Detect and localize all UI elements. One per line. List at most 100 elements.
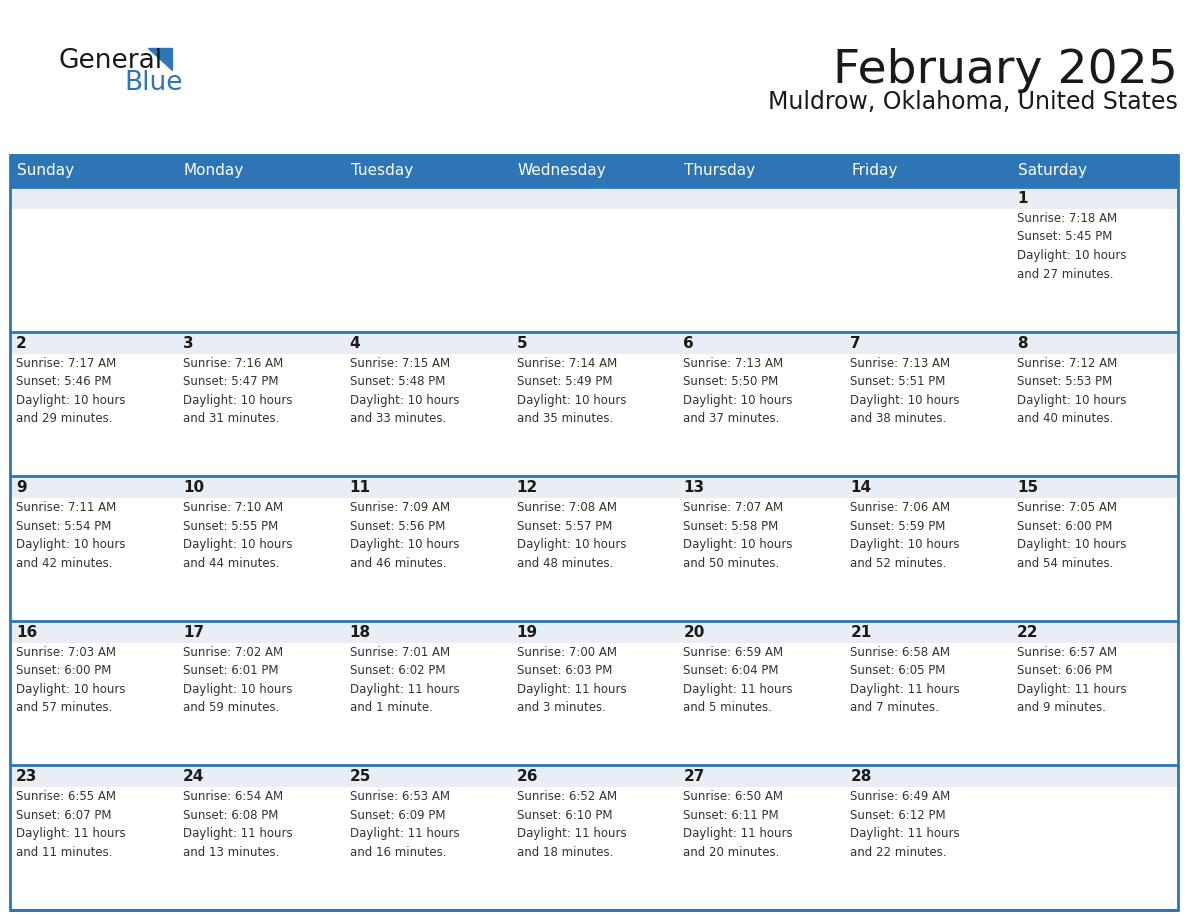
Bar [10, 331, 177, 353]
Bar [677, 476, 845, 621]
Bar [10, 187, 177, 331]
Bar [343, 331, 511, 353]
Bar [845, 766, 1011, 788]
Text: Sunrise: 7:01 AM
Sunset: 6:02 PM
Daylight: 11 hours
and 1 minute.: Sunrise: 7:01 AM Sunset: 6:02 PM Dayligh… [349, 645, 460, 714]
Text: 13: 13 [683, 480, 704, 495]
Bar [677, 621, 845, 766]
Text: Thursday: Thursday [684, 163, 756, 178]
Bar [1011, 766, 1178, 788]
Text: Monday: Monday [184, 163, 244, 178]
Bar [177, 766, 343, 788]
Text: 2: 2 [15, 336, 27, 351]
Text: 14: 14 [851, 480, 872, 495]
Bar [511, 621, 677, 766]
Bar [845, 766, 1011, 910]
Text: Sunrise: 6:55 AM
Sunset: 6:07 PM
Daylight: 11 hours
and 11 minutes.: Sunrise: 6:55 AM Sunset: 6:07 PM Dayligh… [15, 790, 126, 859]
Text: Sunrise: 7:02 AM
Sunset: 6:01 PM
Daylight: 10 hours
and 59 minutes.: Sunrise: 7:02 AM Sunset: 6:01 PM Dayligh… [183, 645, 292, 714]
Bar [343, 621, 511, 643]
Text: 12: 12 [517, 480, 538, 495]
Bar [177, 331, 343, 476]
Text: 23: 23 [15, 769, 37, 784]
Bar [677, 766, 845, 910]
Bar [10, 766, 177, 910]
Bar [511, 766, 677, 788]
Bar [10, 766, 177, 788]
Text: Sunrise: 7:06 AM
Sunset: 5:59 PM
Daylight: 10 hours
and 52 minutes.: Sunrise: 7:06 AM Sunset: 5:59 PM Dayligh… [851, 501, 960, 570]
Text: 28: 28 [851, 769, 872, 784]
Bar [343, 155, 511, 187]
Bar [677, 155, 845, 187]
Bar [511, 331, 677, 353]
Text: Muldrow, Oklahoma, United States: Muldrow, Oklahoma, United States [769, 90, 1178, 114]
Text: 9: 9 [15, 480, 26, 495]
Bar [845, 476, 1011, 498]
Text: Sunrise: 7:12 AM
Sunset: 5:53 PM
Daylight: 10 hours
and 40 minutes.: Sunrise: 7:12 AM Sunset: 5:53 PM Dayligh… [1017, 356, 1126, 425]
Bar [10, 621, 177, 643]
Text: Sunrise: 7:05 AM
Sunset: 6:00 PM
Daylight: 10 hours
and 54 minutes.: Sunrise: 7:05 AM Sunset: 6:00 PM Dayligh… [1017, 501, 1126, 570]
Text: 6: 6 [683, 336, 694, 351]
Text: Sunrise: 7:18 AM
Sunset: 5:45 PM
Daylight: 10 hours
and 27 minutes.: Sunrise: 7:18 AM Sunset: 5:45 PM Dayligh… [1017, 212, 1126, 281]
Bar [343, 476, 511, 621]
Bar [845, 187, 1011, 209]
Text: Sunrise: 6:57 AM
Sunset: 6:06 PM
Daylight: 11 hours
and 9 minutes.: Sunrise: 6:57 AM Sunset: 6:06 PM Dayligh… [1017, 645, 1126, 714]
Bar [1011, 476, 1178, 498]
Bar [511, 331, 677, 476]
Bar [677, 331, 845, 476]
Bar [1011, 155, 1178, 187]
Bar [177, 155, 343, 187]
Text: Friday: Friday [852, 163, 898, 178]
Bar [845, 331, 1011, 353]
Text: 15: 15 [1017, 480, 1038, 495]
Bar [511, 621, 677, 643]
Text: Sunrise: 6:52 AM
Sunset: 6:10 PM
Daylight: 11 hours
and 18 minutes.: Sunrise: 6:52 AM Sunset: 6:10 PM Dayligh… [517, 790, 626, 859]
Text: Sunrise: 6:49 AM
Sunset: 6:12 PM
Daylight: 11 hours
and 22 minutes.: Sunrise: 6:49 AM Sunset: 6:12 PM Dayligh… [851, 790, 960, 859]
Bar [10, 187, 177, 209]
Text: 7: 7 [851, 336, 861, 351]
Text: Sunrise: 7:15 AM
Sunset: 5:48 PM
Daylight: 10 hours
and 33 minutes.: Sunrise: 7:15 AM Sunset: 5:48 PM Dayligh… [349, 356, 460, 425]
Bar [511, 766, 677, 910]
Bar [177, 621, 343, 766]
Bar [1011, 331, 1178, 353]
Text: February 2025: February 2025 [833, 48, 1178, 93]
Text: Sunrise: 6:58 AM
Sunset: 6:05 PM
Daylight: 11 hours
and 7 minutes.: Sunrise: 6:58 AM Sunset: 6:05 PM Dayligh… [851, 645, 960, 714]
Text: Sunrise: 6:59 AM
Sunset: 6:04 PM
Daylight: 11 hours
and 5 minutes.: Sunrise: 6:59 AM Sunset: 6:04 PM Dayligh… [683, 645, 794, 714]
Polygon shape [148, 48, 172, 70]
Bar [511, 155, 677, 187]
Text: Saturday: Saturday [1018, 163, 1087, 178]
Text: Sunrise: 7:14 AM
Sunset: 5:49 PM
Daylight: 10 hours
and 35 minutes.: Sunrise: 7:14 AM Sunset: 5:49 PM Dayligh… [517, 356, 626, 425]
Bar [177, 476, 343, 498]
Text: 10: 10 [183, 480, 204, 495]
Bar [10, 155, 1178, 910]
Bar [177, 621, 343, 643]
Text: Sunrise: 7:13 AM
Sunset: 5:50 PM
Daylight: 10 hours
and 37 minutes.: Sunrise: 7:13 AM Sunset: 5:50 PM Dayligh… [683, 356, 792, 425]
Bar [845, 331, 1011, 476]
Bar [1011, 187, 1178, 209]
Text: 25: 25 [349, 769, 371, 784]
Bar [1011, 621, 1178, 643]
Bar [1011, 621, 1178, 766]
Text: Sunrise: 7:08 AM
Sunset: 5:57 PM
Daylight: 10 hours
and 48 minutes.: Sunrise: 7:08 AM Sunset: 5:57 PM Dayligh… [517, 501, 626, 570]
Text: 1: 1 [1017, 191, 1028, 206]
Bar [343, 187, 511, 209]
Text: Sunrise: 7:00 AM
Sunset: 6:03 PM
Daylight: 11 hours
and 3 minutes.: Sunrise: 7:00 AM Sunset: 6:03 PM Dayligh… [517, 645, 626, 714]
Text: 16: 16 [15, 625, 37, 640]
Bar [511, 187, 677, 331]
Text: 24: 24 [183, 769, 204, 784]
Bar [343, 331, 511, 476]
Text: 19: 19 [517, 625, 538, 640]
Text: Sunrise: 7:09 AM
Sunset: 5:56 PM
Daylight: 10 hours
and 46 minutes.: Sunrise: 7:09 AM Sunset: 5:56 PM Dayligh… [349, 501, 460, 570]
Text: Sunrise: 6:50 AM
Sunset: 6:11 PM
Daylight: 11 hours
and 20 minutes.: Sunrise: 6:50 AM Sunset: 6:11 PM Dayligh… [683, 790, 794, 859]
Bar [845, 187, 1011, 331]
Text: Sunday: Sunday [17, 163, 74, 178]
Text: General: General [58, 48, 162, 74]
Bar [343, 621, 511, 766]
Bar [677, 187, 845, 209]
Bar [343, 766, 511, 910]
Bar [677, 766, 845, 788]
Text: Sunrise: 7:13 AM
Sunset: 5:51 PM
Daylight: 10 hours
and 38 minutes.: Sunrise: 7:13 AM Sunset: 5:51 PM Dayligh… [851, 356, 960, 425]
Text: 5: 5 [517, 336, 527, 351]
Text: 4: 4 [349, 336, 360, 351]
Bar [677, 621, 845, 643]
Bar [177, 187, 343, 331]
Text: 18: 18 [349, 625, 371, 640]
